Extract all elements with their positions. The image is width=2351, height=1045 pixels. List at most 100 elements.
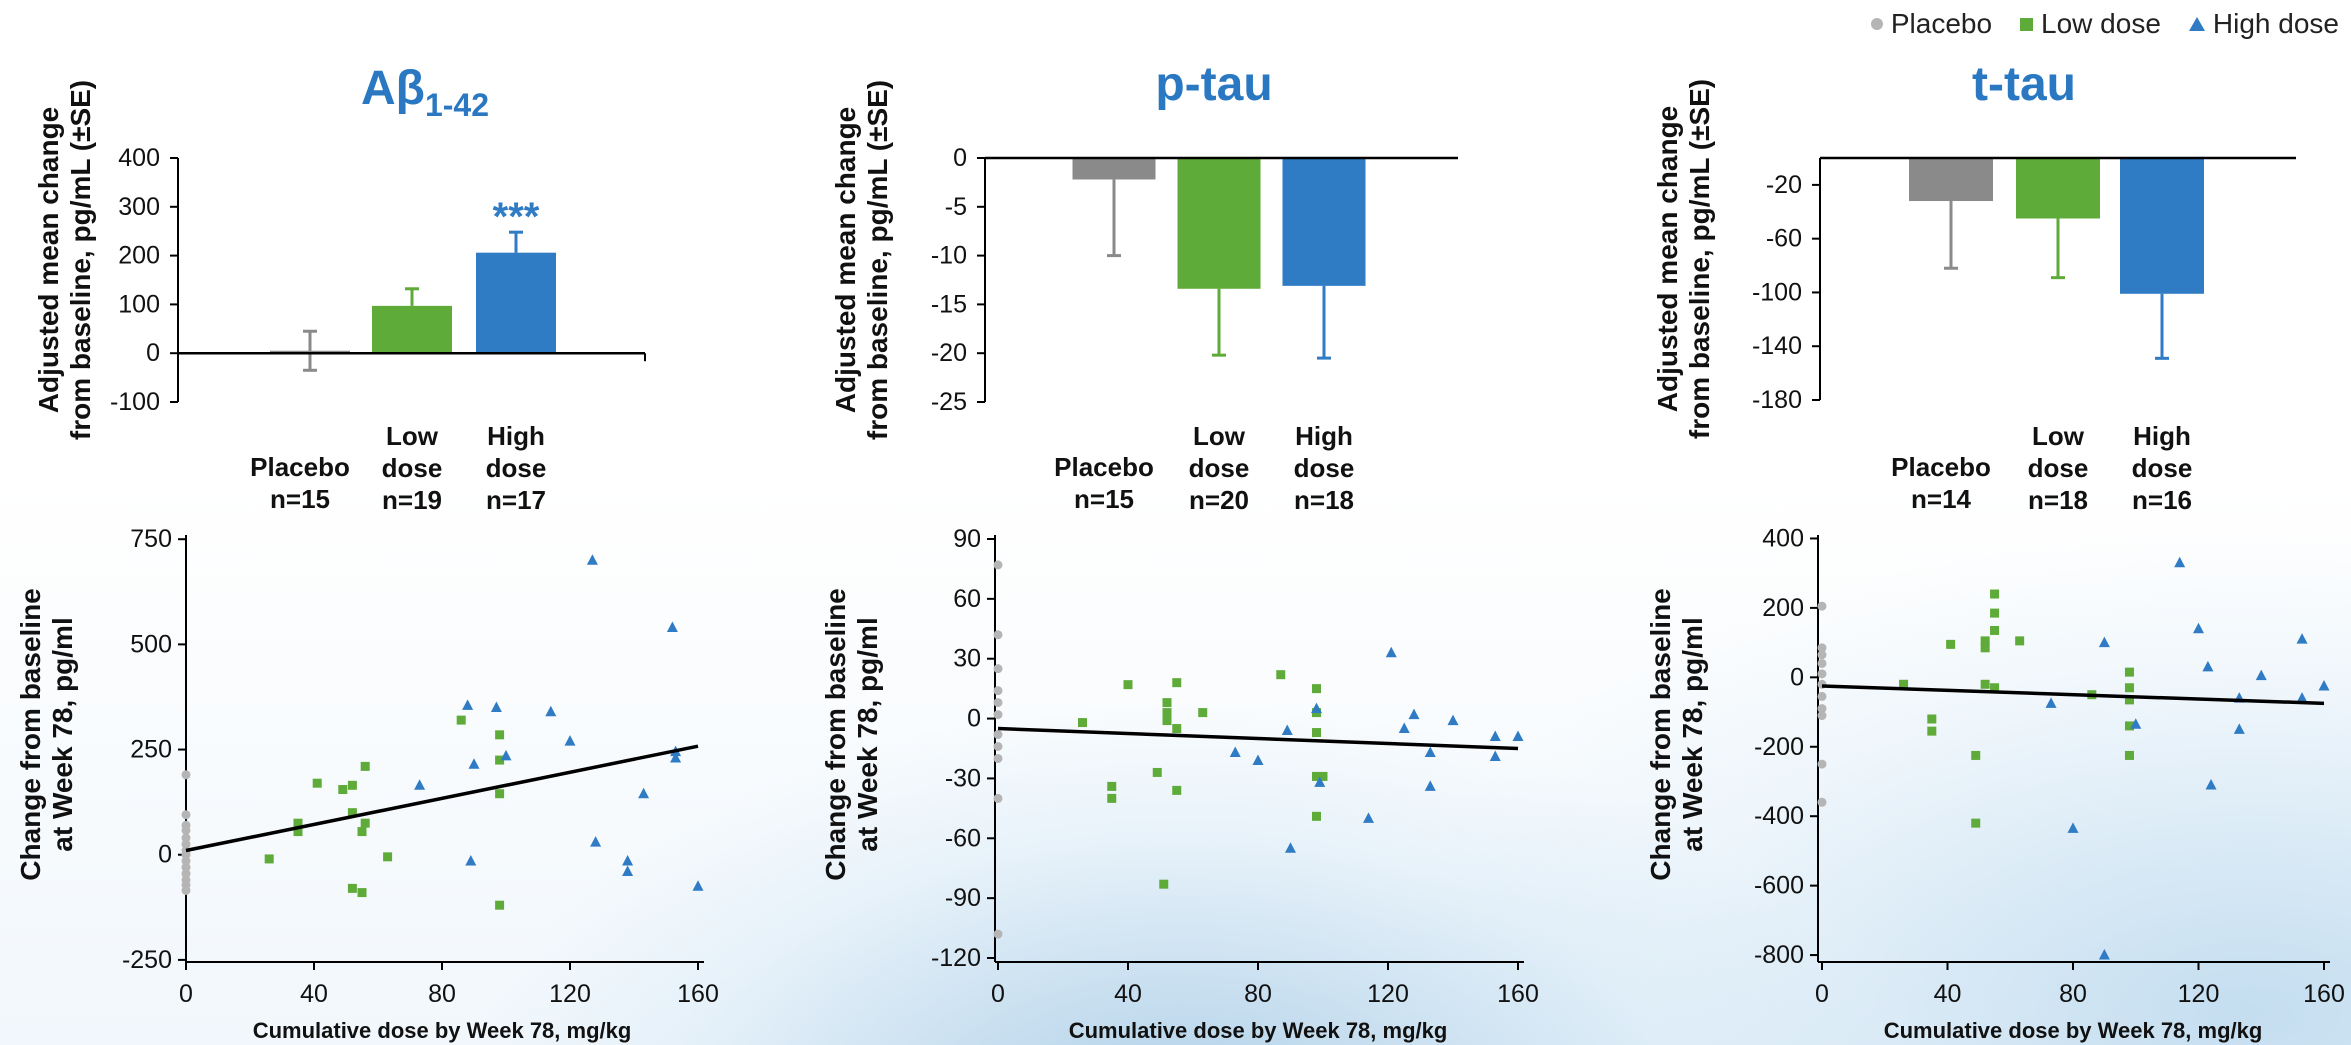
y-tick-label-4-1: -90 <box>945 884 981 912</box>
point-5-1-16 <box>2124 683 2134 693</box>
point-3-0-7 <box>181 850 191 860</box>
point-3-2-2 <box>468 758 480 769</box>
legend-swatch-high-dose <box>2188 17 2205 31</box>
y-axis-title-1-line-0: Adjusted mean change <box>830 107 861 414</box>
category-label-1-1-0: Low <box>1193 421 1246 451</box>
y-tick-label-3-0: -250 <box>122 946 172 974</box>
y-tick-label-5-5: 200 <box>1762 594 1804 622</box>
point-5-0-6 <box>1817 691 1827 701</box>
chart-title-0: Aβ1-42 <box>361 62 489 123</box>
point-4-1-9 <box>1172 678 1182 688</box>
point-5-0-0 <box>1817 601 1827 611</box>
y-tick-label-2-0: -180 <box>1752 386 1802 414</box>
point-3-2-10 <box>622 855 634 866</box>
point-4-1-4 <box>1152 767 1162 777</box>
category-label-1-0-1: n=15 <box>1074 484 1134 514</box>
y-tick-label-0-4: 300 <box>118 193 160 221</box>
bar-0-2 <box>476 252 556 354</box>
y-tick-label-1-1: -20 <box>931 339 967 367</box>
category-label-1-2-0: High <box>1295 421 1353 451</box>
category-label-1-2-1: dose <box>1294 453 1355 483</box>
point-3-2-8 <box>586 554 598 565</box>
point-4-1-14 <box>1312 684 1321 694</box>
legend-swatch-low-dose <box>2020 17 2034 31</box>
category-label-0-2-2: n=17 <box>486 485 546 515</box>
point-5-0-1 <box>1817 643 1827 653</box>
point-4-1-13 <box>1276 670 1286 680</box>
y-tick-label-3-2: 250 <box>130 736 172 764</box>
point-4-2-15 <box>1512 730 1524 742</box>
point-5-0-4 <box>1817 669 1827 679</box>
point-5-1-1 <box>1927 714 1937 724</box>
point-5-2-2 <box>2098 636 2110 648</box>
x-tick-label-5-3: 120 <box>2178 980 2220 1008</box>
category-label-2-2-2: n=16 <box>2132 485 2192 515</box>
point-4-2-5 <box>1314 776 1326 787</box>
point-4-2-12 <box>1447 714 1459 726</box>
category-label-0-2-0: High <box>487 421 545 451</box>
y-tick-label-5-2: -400 <box>1754 802 1804 830</box>
y-tick-label-4-0: -120 <box>931 944 981 972</box>
point-5-1-12 <box>1990 683 2000 693</box>
point-4-0-5 <box>993 710 1003 720</box>
legend-item-low-dose: Low dose <box>2020 8 2161 40</box>
point-4-2-7 <box>1385 646 1397 658</box>
y-tick-label-5-6: 400 <box>1762 524 1804 552</box>
point-4-0-7 <box>993 742 1003 752</box>
point-3-0-4 <box>181 833 191 843</box>
category-label-0-0-0: Placebo <box>250 452 350 482</box>
category-label-2-1-2: n=18 <box>2028 485 2088 515</box>
category-label-2-2-0: High <box>2133 421 2191 451</box>
point-3-2-15 <box>670 751 682 763</box>
point-5-1-15 <box>2124 667 2134 677</box>
y-tick-label-5-1: -600 <box>1754 872 1804 900</box>
point-5-1-17 <box>2124 695 2134 705</box>
y-axis-title-scatter-4-line-1: at Week 78, pg/ml <box>852 617 883 851</box>
y-tick-label-1-3: -10 <box>931 242 967 270</box>
point-3-1-17 <box>495 900 505 910</box>
chart-title-text-0: Aβ <box>361 62 425 115</box>
legend-swatch-placebo <box>1870 18 1883 30</box>
point-3-0-9 <box>181 862 191 872</box>
point-5-1-0 <box>1899 679 1909 689</box>
point-4-2-10 <box>1424 780 1436 791</box>
point-4-2-14 <box>1489 750 1501 761</box>
y-axis-title-1: Adjusted mean change from baseline, pg/mL… <box>830 80 893 440</box>
bar-1-2 <box>1282 158 1366 286</box>
y-axis-title-1-line-1: from baseline, pg/mL (±SE) <box>862 80 893 440</box>
y-tick-label-0-5: 400 <box>118 144 160 172</box>
point-3-2-5 <box>500 749 512 761</box>
point-3-2-16 <box>692 880 704 891</box>
category-label-1-2-2: n=18 <box>1294 485 1354 515</box>
point-3-0-8 <box>181 856 191 866</box>
point-3-2-7 <box>564 735 576 746</box>
point-3-2-11 <box>622 865 634 877</box>
point-3-2-13 <box>666 621 678 633</box>
point-4-2-0 <box>1229 746 1241 757</box>
category-label-0-0-1: n=15 <box>270 484 330 514</box>
category-label-2-2-1: dose <box>2132 453 2193 483</box>
point-3-1-12 <box>383 852 393 862</box>
point-4-2-9 <box>1408 708 1420 720</box>
y-axis-title-0-line-0: Adjusted mean change <box>33 107 64 414</box>
point-4-1-7 <box>1162 708 1172 718</box>
y-tick-label-3-3: 500 <box>130 630 172 658</box>
y-axis-title-scatter-5: Change from baseline at Week 78, pg/ml <box>1645 588 1708 881</box>
point-3-1-11 <box>357 888 367 898</box>
category-label-1-1-2: n=20 <box>1189 485 1249 515</box>
x-axis-title-3: Cumulative dose by Week 78, mg/kg <box>253 1018 632 1043</box>
point-5-2-12 <box>2296 633 2308 644</box>
legend-item-placebo: Placebo <box>1870 8 1992 40</box>
point-4-0-10 <box>993 929 1003 939</box>
y-axis-title-scatter-3-line-0: Change from baseline <box>15 588 46 881</box>
point-3-1-4 <box>338 785 348 795</box>
x-axis-title-5: Cumulative dose by Week 78, mg/kg <box>1884 1018 2263 1043</box>
point-4-1-8 <box>1162 716 1172 726</box>
point-5-1-3 <box>1946 639 1956 649</box>
point-3-0-3 <box>181 825 191 835</box>
point-4-2-8 <box>1398 722 1410 734</box>
point-5-2-7 <box>2202 660 2214 672</box>
category-label-0-1-2: n=19 <box>382 485 442 515</box>
point-4-0-0 <box>993 560 1003 570</box>
